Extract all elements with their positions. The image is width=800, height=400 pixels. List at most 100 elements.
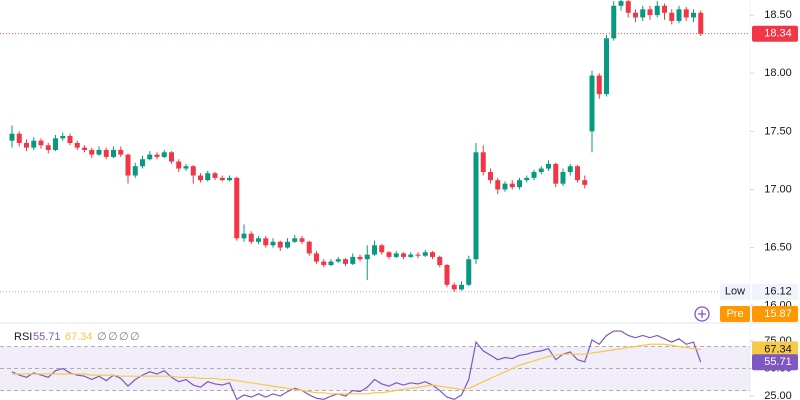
- candle-body: [82, 147, 87, 150]
- candle-body: [430, 252, 435, 257]
- candle-body: [531, 172, 537, 178]
- candle-body: [277, 241, 283, 248]
- candle-body: [74, 142, 80, 148]
- candle-body: [473, 152, 479, 260]
- candle-body: [314, 253, 319, 262]
- candle-body: [256, 238, 261, 242]
- candle-body: [567, 166, 573, 173]
- candle-body: [575, 166, 580, 181]
- candle-body: [509, 183, 515, 188]
- candle-body: [582, 180, 588, 185]
- candle-body: [459, 284, 464, 290]
- candle-body: [625, 1, 631, 13]
- candle-body: [60, 136, 66, 139]
- candle-body: [524, 177, 530, 181]
- candle-body: [38, 140, 44, 146]
- candle-body: [140, 159, 145, 167]
- candle-body: [495, 180, 501, 190]
- indicator-badge: [752, 354, 798, 371]
- candle-body: [611, 5, 617, 39]
- candle-body: [53, 138, 58, 150]
- candle-body: [24, 142, 29, 148]
- candle-body: [676, 9, 682, 21]
- candle-body: [198, 175, 203, 181]
- candle-body: [589, 75, 595, 132]
- candle-body: [205, 173, 211, 181]
- candle-body: [647, 9, 653, 16]
- candle-body: [560, 172, 566, 184]
- candle-body: [401, 253, 406, 257]
- candle-body: [219, 177, 225, 181]
- candle-body: [16, 133, 22, 143]
- candle-body: [618, 1, 624, 6]
- candle-body: [212, 173, 218, 178]
- candle-body: [67, 136, 73, 143]
- candle-body: [161, 152, 167, 157]
- candle-body: [263, 238, 269, 246]
- candle-body: [306, 241, 312, 254]
- indicator-name: RSI: [14, 331, 32, 343]
- candle-body: [538, 168, 544, 173]
- candle-body: [227, 177, 232, 181]
- candle-body: [321, 261, 327, 266]
- candle-body: [422, 252, 428, 256]
- candle-body: [415, 254, 421, 256]
- candle-body: [118, 149, 124, 155]
- candle-body: [154, 154, 160, 157]
- candle-body: [379, 245, 385, 253]
- indicator-badge-label: 67.34: [764, 343, 792, 355]
- marker-name-badge: [720, 306, 750, 322]
- indicator-placeholder: ∅: [119, 331, 129, 343]
- indicator-placeholder: ∅: [97, 331, 107, 343]
- marker-name: Pre: [726, 308, 743, 320]
- candle-body: [89, 149, 95, 155]
- candle-body: [96, 149, 102, 155]
- candle-body: [125, 154, 131, 176]
- candle-body: [553, 163, 559, 184]
- candle-body: [111, 149, 116, 157]
- candle-body: [299, 238, 305, 242]
- candle-body: [691, 12, 696, 18]
- candle-body: [393, 253, 399, 257]
- marker-value: 16.12: [764, 286, 792, 298]
- indicator-badge: [752, 341, 798, 358]
- candle-body: [343, 259, 348, 264]
- candle-body: [45, 145, 51, 150]
- candle-body: [408, 254, 414, 257]
- candle-body: [488, 172, 493, 181]
- y-tick-label: 18.00: [764, 67, 792, 79]
- candle-body: [386, 252, 392, 257]
- rsi-line: [11, 330, 702, 400]
- candle-body: [444, 265, 450, 285]
- candle-body: [364, 254, 370, 260]
- indicator-badge-label: 55.71: [764, 356, 792, 368]
- crosshair-button[interactable]: [694, 306, 710, 322]
- candle-body: [546, 163, 551, 169]
- marker-value: 15.87: [764, 308, 792, 320]
- candle-body: [604, 38, 609, 95]
- indicator-value: 55.71: [33, 331, 61, 343]
- y-tick-label: 16.50: [764, 242, 792, 254]
- candle-body: [169, 152, 174, 162]
- indicator-value: 67.34: [65, 331, 93, 343]
- candle-body: [292, 238, 298, 242]
- y-tick-label: 17.50: [764, 125, 792, 137]
- last-price-label: 18.34: [764, 28, 792, 40]
- candle-body: [517, 180, 522, 188]
- candle-body: [183, 166, 189, 169]
- indicator-placeholder: ∅: [108, 331, 118, 343]
- last-price-badge: [752, 25, 798, 42]
- candle-body: [357, 256, 363, 260]
- candle-body: [451, 284, 457, 290]
- candle-body: [103, 149, 109, 157]
- candle-body: [176, 161, 182, 169]
- candle-body: [633, 12, 638, 18]
- rsi-line: [12, 343, 701, 395]
- candle-body: [248, 233, 254, 242]
- candle-body: [234, 177, 240, 239]
- candle-body: [132, 166, 138, 176]
- y-tick-label: 18.50: [764, 9, 792, 21]
- candle-body: [285, 241, 290, 248]
- marker-name: Low: [725, 286, 745, 298]
